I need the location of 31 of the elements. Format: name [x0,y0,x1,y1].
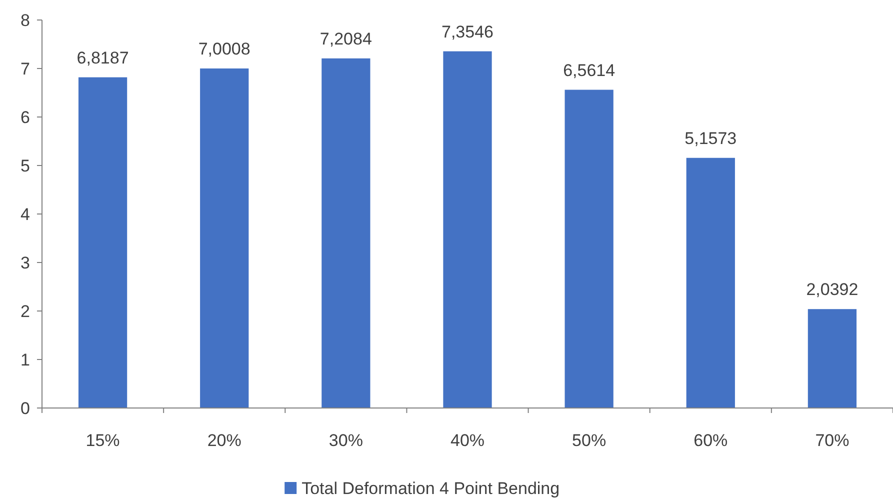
y-tick-label: 6 [20,108,30,127]
data-label: 6,5614 [563,60,616,80]
y-tick-label: 2 [20,302,30,321]
bar [808,309,857,408]
y-tick-label: 1 [20,350,30,370]
y-tick-label: 4 [20,204,30,224]
bar [564,90,614,408]
y-tick-label: 0 [20,398,30,418]
data-label: 7,2084 [320,29,372,48]
bar [78,77,128,408]
x-tick-label: 70% [815,431,850,450]
x-tick-label: 30% [328,431,363,450]
y-tick-label: 3 [20,253,30,272]
data-label: 2,0392 [806,280,858,300]
bar [443,51,492,408]
x-tick-label: 20% [207,431,242,450]
bar [322,58,370,408]
y-tick-label: 7 [20,59,30,78]
data-label: 7,3546 [442,22,494,42]
x-tick-label: 50% [572,431,606,450]
y-tick-label: 5 [20,156,30,176]
y-tick-label: 8 [20,10,30,30]
x-tick-label: 40% [450,431,485,450]
legend-label: Total Deformation 4 Point Bending [302,478,560,498]
data-label: 5,1573 [684,128,737,148]
x-tick-label: 60% [694,431,728,450]
bar [686,158,735,408]
bar [200,68,249,408]
data-label: 7,0008 [198,39,250,58]
x-tick-label: 15% [86,431,120,450]
data-label: 6,8187 [76,48,129,68]
